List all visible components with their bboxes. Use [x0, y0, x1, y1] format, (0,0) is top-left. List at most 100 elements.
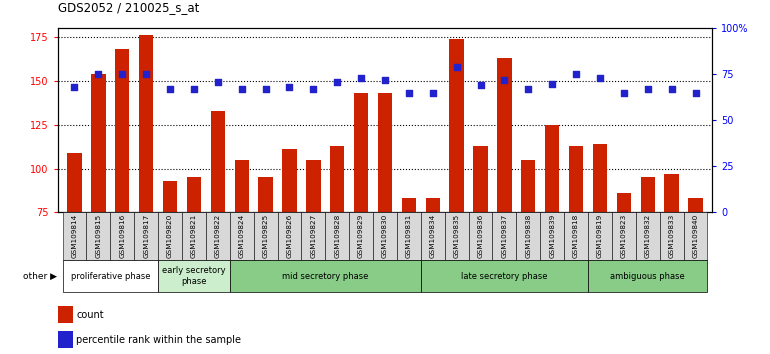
- Text: GSM109829: GSM109829: [358, 214, 364, 258]
- Bar: [588, 212, 612, 260]
- Bar: [229, 212, 253, 260]
- Text: GSM109830: GSM109830: [382, 214, 388, 258]
- Text: GSM109828: GSM109828: [334, 214, 340, 258]
- Text: GSM109814: GSM109814: [72, 214, 78, 258]
- Point: [236, 86, 248, 92]
- Text: GSM109836: GSM109836: [477, 214, 484, 258]
- Bar: [58, 331, 73, 348]
- Text: GSM109823: GSM109823: [621, 214, 627, 258]
- Text: proliferative phase: proliferative phase: [71, 272, 150, 281]
- Point: [355, 75, 367, 81]
- Point: [689, 90, 701, 96]
- Text: GSM109839: GSM109839: [549, 214, 555, 258]
- Bar: [665, 174, 679, 212]
- Point: [474, 82, 487, 88]
- Point: [665, 86, 678, 92]
- Text: count: count: [76, 310, 104, 320]
- Text: GSM109831: GSM109831: [406, 214, 412, 258]
- Point: [498, 77, 511, 83]
- Bar: [259, 177, 273, 212]
- Bar: [378, 93, 392, 212]
- Bar: [253, 212, 277, 260]
- Point: [212, 79, 224, 85]
- Bar: [301, 212, 325, 260]
- Point: [379, 77, 391, 83]
- Point: [450, 64, 463, 70]
- Bar: [354, 93, 368, 212]
- Bar: [349, 212, 373, 260]
- Text: late secretory phase: late secretory phase: [461, 272, 547, 281]
- Text: GSM109835: GSM109835: [454, 214, 460, 258]
- Bar: [617, 193, 631, 212]
- Bar: [450, 39, 464, 212]
- Bar: [641, 177, 655, 212]
- Point: [594, 75, 606, 81]
- Point: [403, 90, 415, 96]
- Point: [427, 90, 439, 96]
- Text: GSM109834: GSM109834: [430, 214, 436, 258]
- Bar: [469, 212, 493, 260]
- Bar: [636, 212, 660, 260]
- Point: [92, 72, 105, 77]
- Bar: [158, 260, 229, 292]
- Bar: [325, 212, 349, 260]
- Text: GSM109837: GSM109837: [501, 214, 507, 258]
- Text: GSM109825: GSM109825: [263, 214, 269, 258]
- Bar: [521, 160, 535, 212]
- Bar: [569, 146, 583, 212]
- Text: other ▶: other ▶: [23, 272, 57, 281]
- Text: percentile rank within the sample: percentile rank within the sample: [76, 335, 241, 344]
- Bar: [541, 212, 564, 260]
- Bar: [493, 212, 517, 260]
- Bar: [134, 212, 158, 260]
- Bar: [688, 198, 703, 212]
- Bar: [235, 160, 249, 212]
- Text: early secretory
phase: early secretory phase: [162, 267, 226, 286]
- Text: GSM109820: GSM109820: [167, 214, 173, 258]
- Bar: [62, 212, 86, 260]
- Bar: [545, 125, 559, 212]
- Text: GSM109815: GSM109815: [95, 214, 102, 258]
- Bar: [211, 111, 225, 212]
- Text: GSM109817: GSM109817: [143, 214, 149, 258]
- Point: [522, 86, 534, 92]
- Bar: [660, 212, 684, 260]
- Text: GSM109840: GSM109840: [692, 214, 698, 258]
- Bar: [426, 198, 440, 212]
- Text: GSM109821: GSM109821: [191, 214, 197, 258]
- Text: GSM109826: GSM109826: [286, 214, 293, 258]
- Bar: [330, 146, 344, 212]
- Bar: [139, 35, 153, 212]
- Text: GSM109833: GSM109833: [668, 214, 675, 258]
- Text: GSM109816: GSM109816: [119, 214, 126, 258]
- Bar: [497, 58, 511, 212]
- Point: [188, 86, 200, 92]
- Bar: [588, 260, 708, 292]
- Point: [164, 86, 176, 92]
- Bar: [445, 212, 469, 260]
- Text: mid secretory phase: mid secretory phase: [282, 272, 369, 281]
- Text: ambiguous phase: ambiguous phase: [611, 272, 685, 281]
- Text: GSM109832: GSM109832: [644, 214, 651, 258]
- Point: [69, 84, 81, 90]
- Text: GSM109818: GSM109818: [573, 214, 579, 258]
- Point: [259, 86, 272, 92]
- Point: [641, 86, 654, 92]
- Bar: [306, 160, 320, 212]
- Bar: [110, 212, 134, 260]
- Bar: [115, 49, 129, 212]
- Bar: [564, 212, 588, 260]
- Bar: [206, 212, 229, 260]
- Bar: [158, 212, 182, 260]
- Bar: [397, 212, 421, 260]
- Text: GSM109819: GSM109819: [597, 214, 603, 258]
- Point: [618, 90, 630, 96]
- Point: [140, 72, 152, 77]
- Bar: [474, 146, 487, 212]
- Bar: [58, 306, 73, 323]
- Point: [283, 84, 296, 90]
- Bar: [402, 198, 416, 212]
- Text: GSM109838: GSM109838: [525, 214, 531, 258]
- Bar: [91, 74, 105, 212]
- Bar: [283, 149, 296, 212]
